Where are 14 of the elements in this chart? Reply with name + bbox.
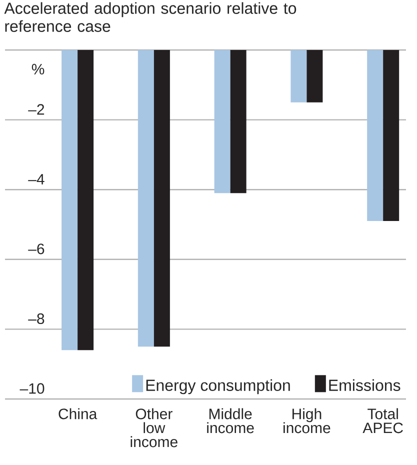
legend-label: Energy consumption	[146, 379, 290, 394]
legend-label: Emissions	[329, 379, 400, 391]
x-tick-label: High income	[283, 408, 330, 434]
x-tick-label: China	[58, 408, 98, 420]
y-axis-title: %	[32, 64, 44, 74]
chart-title: Accelerated adoption scenario relative to reference case	[4, 2, 296, 32]
y-tick-label: –8	[28, 313, 44, 324]
x-tick-label: Other low income	[130, 408, 178, 448]
y-tick-label: –4	[28, 174, 44, 184]
x-tick-label: Middle income	[207, 408, 254, 434]
y-tick-label: –10	[20, 383, 44, 394]
x-tick-label: Total APEC	[362, 408, 403, 434]
y-tick-label: –6	[28, 244, 44, 254]
y-tick-label: –2	[28, 104, 44, 115]
